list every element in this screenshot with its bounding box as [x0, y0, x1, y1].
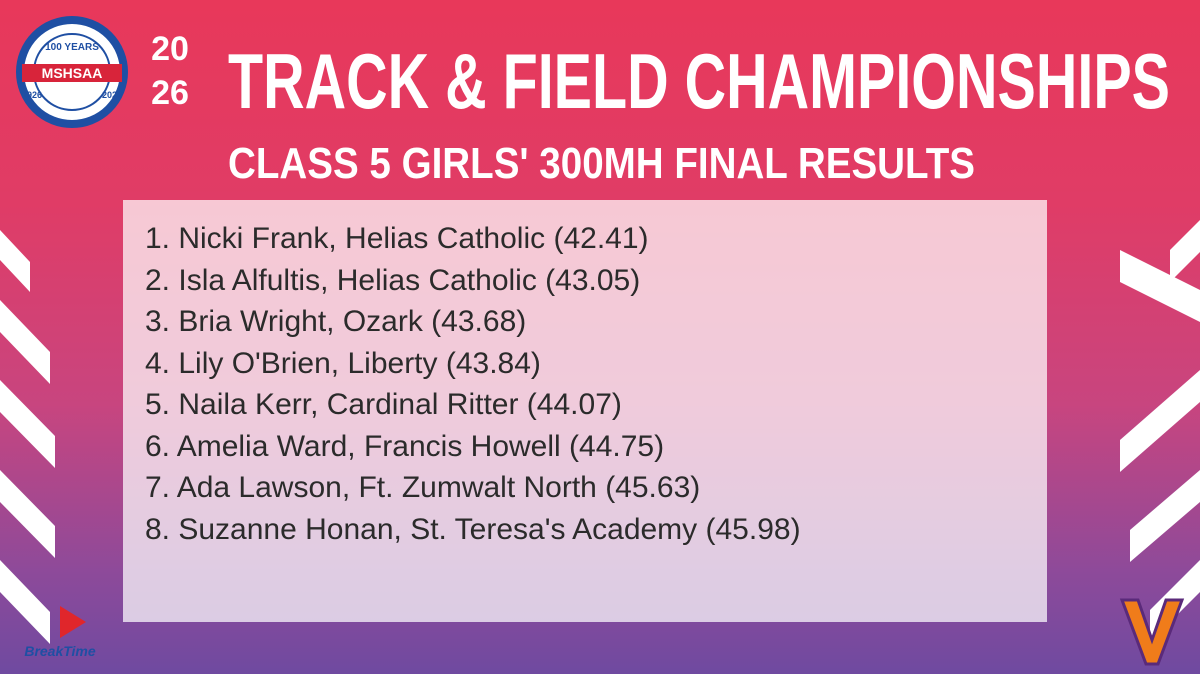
results-panel: 1. Nicki Frank, Helias Catholic (42.41) 2…	[123, 200, 1047, 622]
logo-end-year: 2026	[102, 90, 122, 100]
result-row: 8. Suzanne Honan, St. Teresa's Academy (…	[145, 512, 801, 546]
sponsor-name: BreakTime	[24, 643, 96, 659]
result-row: 5. Naila Kerr, Cardinal Ritter (44.07)	[145, 388, 622, 421]
result-row: 1. Nicki Frank, Helias Catholic (42.41)	[145, 222, 649, 255]
year-line: 20	[151, 30, 189, 68]
title: TRACK & FIELD CHAMPIONSHIPS	[228, 37, 1170, 125]
logo-start-year: 1926	[22, 90, 42, 100]
result-row: 2. Isla Alfultis, Helias Catholic (43.05…	[145, 263, 641, 297]
sponsor-logo: BreakTime	[24, 606, 96, 659]
result-row: 3. Bria Wright, Ozark (43.68)	[145, 305, 527, 338]
school-logo	[1119, 598, 1185, 666]
result-row: 6. Amelia Ward, Francis Howell (44.75)	[145, 429, 665, 463]
result-row: 4. Lily O'Brien, Liberty (43.84)	[145, 346, 541, 380]
chevrons-left	[0, 230, 55, 644]
logo-name: MSHSAA	[42, 65, 103, 81]
logo-ring-text: 100 YEARS	[45, 42, 99, 53]
year-line: 26	[151, 74, 189, 112]
logo: 100 YEARS MSHSAA 1926 2026	[16, 16, 128, 128]
result-row: 7. Ada Lawson, Ft. Zumwalt North (45.63)	[145, 471, 701, 504]
chevrons-right	[1120, 220, 1200, 642]
subtitle: CLASS 5 GIRLS' 300MH FINAL RESULTS	[228, 139, 975, 188]
